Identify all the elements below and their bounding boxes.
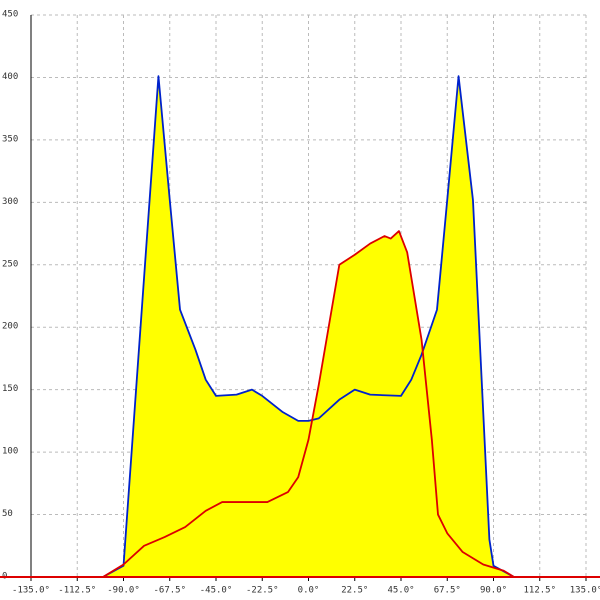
series-line <box>102 75 515 578</box>
x-tick-label: -22.5° <box>246 586 279 596</box>
y-tick-label: 400 <box>2 72 18 82</box>
y-tick-label: 250 <box>2 259 18 269</box>
x-tick-label: -135.0° <box>12 586 50 596</box>
y-tick-label: 100 <box>2 447 18 457</box>
x-tick-label: -112.5° <box>58 586 96 596</box>
x-tick-label: 22.5° <box>341 586 368 596</box>
x-tick-label: 90.0° <box>480 586 507 596</box>
y-tick-label: 450 <box>2 10 18 20</box>
y-tick-label: 200 <box>2 322 18 332</box>
y-tick-label: 350 <box>2 134 18 144</box>
x-tick-label: 112.5° <box>523 586 556 596</box>
x-tick-label: -45.0° <box>200 586 233 596</box>
area-fill <box>102 231 515 577</box>
series-line <box>102 230 515 578</box>
y-tick-label: 300 <box>2 197 18 207</box>
y-tick-label: 50 <box>2 509 13 519</box>
x-tick-label: 67.5° <box>434 586 461 596</box>
x-tick-label: 0.0° <box>298 586 320 596</box>
y-tick-label: 150 <box>2 384 18 394</box>
x-tick-label: 45.0° <box>387 586 414 596</box>
x-tick-label: -67.5° <box>153 586 186 596</box>
x-tick-label: 135.0° <box>570 586 600 596</box>
x-tick-label: -90.0° <box>107 586 140 596</box>
